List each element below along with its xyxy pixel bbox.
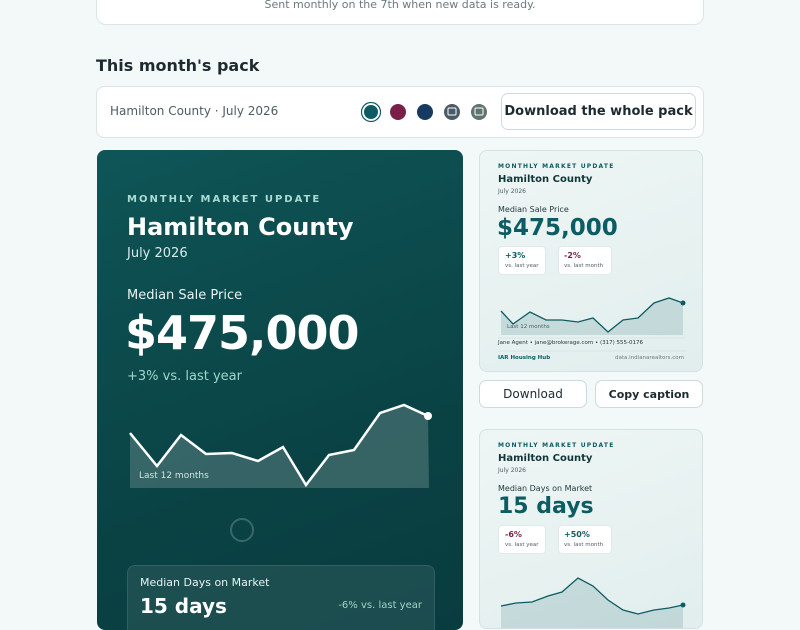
swatch-color[interactable] [471, 104, 487, 120]
card-value: 15 days [498, 494, 594, 519]
swatch[interactable] [417, 104, 433, 120]
preview-eyebrow: MONTHLY MARKET UPDATE [127, 194, 322, 205]
card-metric: Median Days on Market [498, 484, 593, 493]
intro-note: Sent monthly on the 7th when new data is… [264, 0, 536, 11]
download-pack-button[interactable]: Download the whole pack [501, 93, 696, 130]
card-eyebrow: MONTHLY MARKET UPDATE [498, 163, 615, 170]
sparkline-dot [680, 300, 686, 306]
chip: +3% vs. last year [499, 247, 545, 274]
swatch[interactable] [471, 104, 487, 120]
card-date: July 2026 [498, 467, 526, 474]
preview-value: $475,000 [125, 306, 360, 360]
card-value: $475,000 [497, 215, 618, 241]
copy-caption-button[interactable]: Copy caption [595, 380, 703, 408]
chip-value: -2% [564, 251, 581, 260]
swatches [360, 101, 487, 123]
swatch[interactable] [390, 104, 406, 120]
sparkline-line [500, 297, 684, 333]
second-metric-change: -6% vs. last year [338, 600, 422, 611]
sparkline-area [130, 405, 429, 488]
second-metric-value: 15 days [140, 594, 227, 618]
chip-label: vs. last year [505, 542, 539, 548]
swatch-color[interactable] [390, 104, 406, 120]
swatch-color[interactable] [362, 103, 380, 121]
toolbar-label: Hamilton County · July 2026 [110, 104, 279, 118]
chip-label: vs. last year [505, 263, 539, 269]
sparkline-dot [424, 412, 432, 420]
card-sparkline [498, 297, 686, 352]
page: {"intro": {"note": "Sent monthly on the … [96, 0, 704, 630]
download-button[interactable]: Download [479, 380, 587, 408]
card-source: data.indianarealtors.com [615, 355, 684, 361]
sparkline-dot [680, 602, 686, 608]
chip: +50% vs. last month [559, 526, 611, 553]
preview-chart-label: Last 12 months [139, 471, 209, 481]
story-card: MONTHLY MARKET UPDATE Hamilton County Ju… [479, 429, 703, 629]
sparkline-area [501, 298, 683, 335]
toolbar: Hamilton County · July 2026 Download the… [96, 86, 704, 138]
swatch-group [360, 101, 501, 123]
sparkline-line [129, 403, 429, 488]
preview-second-metric: Median Days on Market 15 days -6% vs. la… [127, 565, 435, 630]
card-title: Hamilton County [498, 174, 593, 185]
swatch-color[interactable] [417, 104, 433, 120]
preview-date: July 2026 [127, 246, 188, 261]
swatch[interactable] [444, 104, 460, 120]
preview-metric: Median Sale Price [127, 288, 243, 303]
card-date: July 2026 [498, 188, 526, 195]
image-icon [447, 107, 457, 116]
card-sparkline [500, 577, 686, 628]
chip-value: -6% [505, 530, 522, 539]
chip-label: vs. last month [564, 542, 604, 548]
card-eyebrow: MONTHLY MARKET UPDATE [498, 442, 615, 449]
story-card: MONTHLY MARKET UPDATE Hamilton County Ju… [479, 150, 703, 372]
section-heading: This month's pack [96, 56, 260, 75]
card-metric: Median Sale Price [498, 205, 569, 214]
swatch-selected [360, 101, 382, 123]
preview-sparkline [129, 403, 432, 542]
spinner [230, 518, 254, 542]
preview-title: Hamilton County [127, 213, 354, 241]
card-contact: Jane Agent • jane@brokerage.com • (317) … [498, 340, 644, 346]
second-metric-label: Median Days on Market [140, 576, 270, 589]
swatch[interactable] [360, 101, 382, 123]
chip-value: +3% [505, 251, 526, 260]
swatch-color[interactable] [444, 104, 460, 120]
card-chart-label: Last 12 months [507, 324, 550, 330]
preview-change: +3% vs. last year [127, 369, 242, 384]
chip: -2% vs. last month [559, 247, 611, 274]
chip-label: vs. last month [564, 263, 604, 269]
chip-value: +50% [564, 530, 590, 539]
chip: -6% vs. last year [499, 526, 545, 553]
card-title: Hamilton County [498, 453, 593, 464]
image-icon [474, 107, 484, 116]
intro-card: Sent monthly on the 7th when new data is… [96, 0, 704, 25]
card-brand: IAR Housing Hub [498, 355, 551, 361]
preview-card: MONTHLY MARKET UPDATE Hamilton County Ju… [97, 150, 463, 630]
